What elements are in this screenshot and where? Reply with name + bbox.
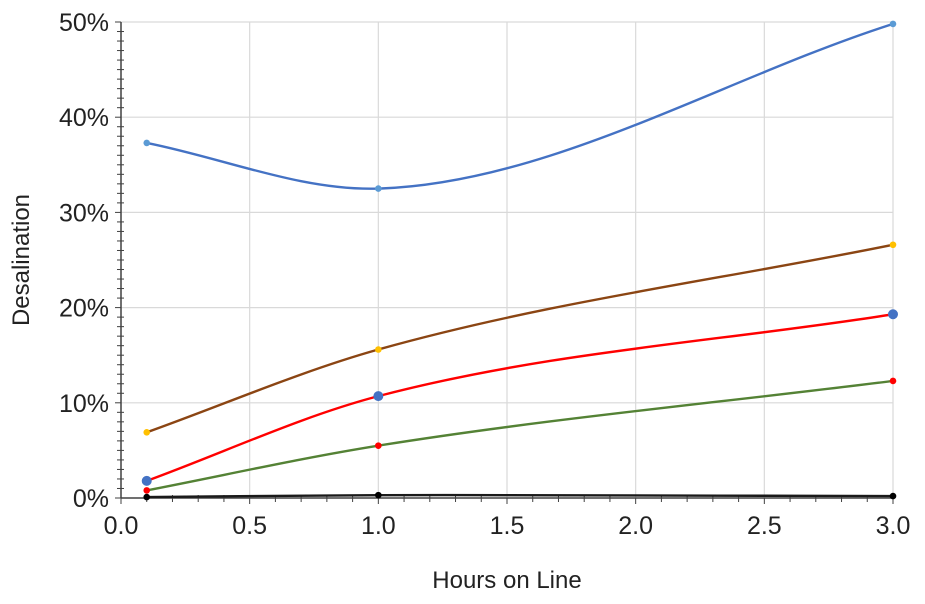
series-line (146, 22, 894, 190)
x-tick-labels: 0.0 0.5 1.0 1.5 2.0 2.5 3.0 (104, 512, 911, 540)
data-point (375, 491, 382, 499)
x-tick-label: 1.5 (490, 512, 525, 540)
series-group (141, 20, 898, 501)
y-tick-label: 30% (59, 199, 109, 227)
y-tick-label: 0% (73, 485, 109, 513)
data-point (889, 20, 897, 28)
y-axis-title: Desalination (8, 194, 35, 326)
series-4 (143, 377, 897, 494)
data-point (143, 429, 151, 436)
series-line (146, 313, 894, 482)
data-point (888, 309, 898, 320)
x-tick-label: 0.0 (104, 512, 139, 540)
data-point (889, 492, 897, 500)
data-point (143, 139, 151, 147)
x-axis-title: Hours on Line (432, 567, 581, 594)
data-point (375, 442, 382, 449)
x-tick-label: 2.0 (618, 512, 653, 540)
y-tick-label: 40% (59, 104, 109, 132)
data-point (143, 493, 151, 501)
data-point (375, 185, 382, 192)
series-line (146, 493, 894, 499)
x-tick-label: 2.5 (747, 512, 782, 540)
data-point (143, 487, 151, 494)
data-point (373, 391, 384, 402)
y-tick-labels: 0% 10% 20% 30% 40% 50% (59, 9, 109, 513)
series-line (146, 243, 894, 434)
data-point (141, 475, 152, 486)
x-tick-label: 3.0 (876, 512, 911, 540)
y-tick-label: 20% (59, 295, 109, 323)
data-point (889, 377, 897, 385)
series-1 (143, 20, 897, 192)
series-line (146, 379, 894, 492)
y-tick-label: 10% (59, 390, 109, 418)
y-tick-label: 50% (59, 9, 109, 37)
data-point (889, 241, 897, 249)
axes (115, 21, 894, 504)
series-5 (143, 491, 897, 501)
data-point (375, 346, 382, 353)
x-tick-label: 1.0 (361, 512, 396, 540)
x-tick-label: 0.5 (232, 512, 267, 540)
series-2 (143, 241, 897, 436)
grid-lines (121, 21, 894, 498)
series-3 (141, 309, 898, 486)
